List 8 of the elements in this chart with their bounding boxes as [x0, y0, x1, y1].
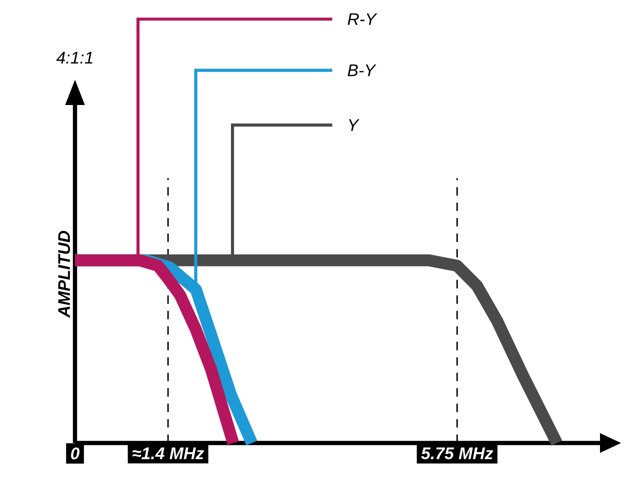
x-tick-label: ≈1.4 MHz [132, 448, 204, 460]
y-axis-title: AMPLITUD [58, 230, 70, 318]
text: Y [348, 119, 360, 131]
x-tick-label: 5.75 MHz [421, 448, 494, 460]
chart-title: 4:1:1 [56, 52, 92, 64]
text: R-Y [348, 13, 378, 25]
text: B-Y [348, 64, 376, 76]
x-tick-label: 0 [71, 448, 80, 460]
